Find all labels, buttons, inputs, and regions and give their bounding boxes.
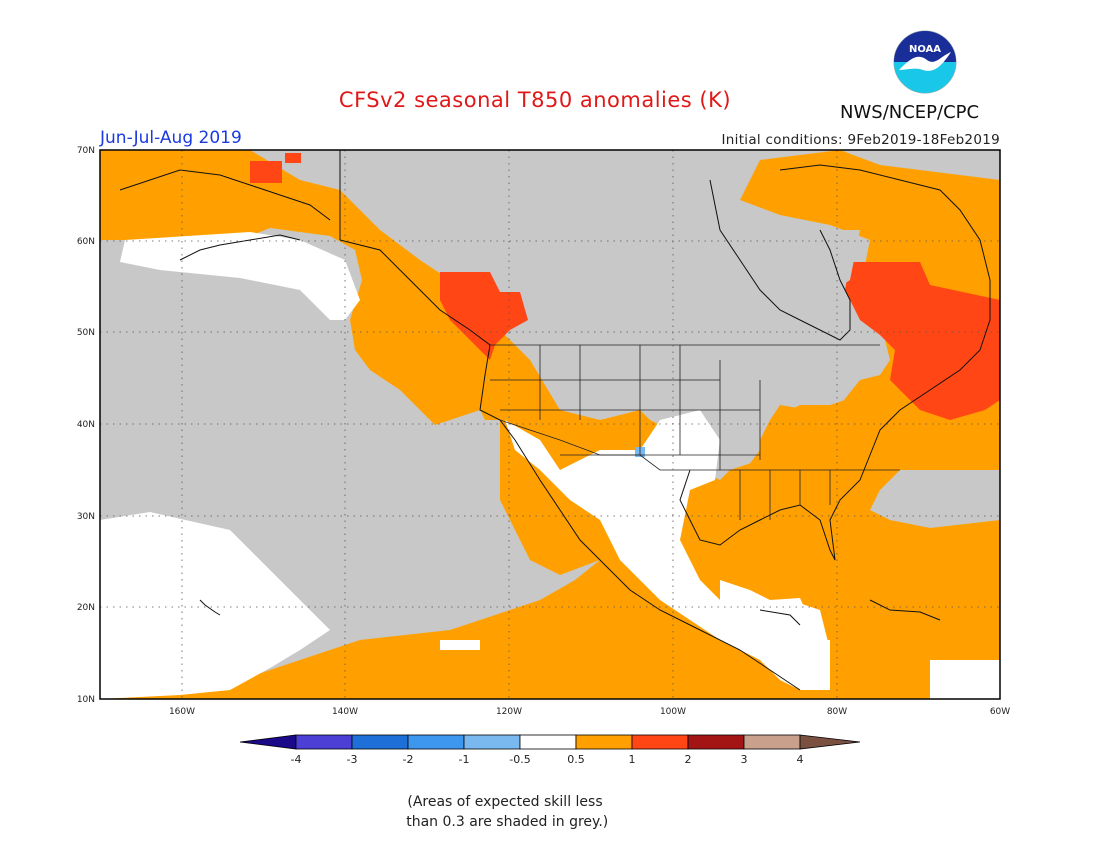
white-east-pacific-patch xyxy=(930,660,1000,699)
legend-cell-minus2-minus1 xyxy=(407,734,465,750)
legend-cell-lt-minus4 xyxy=(239,734,297,750)
legend-label-2: 2 xyxy=(685,753,692,766)
legend-labels: -4 -3 -2 -1 -0.5 0.5 1 2 3 4 xyxy=(291,753,804,766)
lat-tick-30: 30N xyxy=(77,512,95,522)
legend-cell-2-3 xyxy=(687,734,745,750)
coastlines xyxy=(119,150,991,691)
legend-label-4: 4 xyxy=(797,753,804,766)
lat-tick-labels: 70N 60N 50N 40N 30N 20N 10N xyxy=(77,146,95,705)
white-gulf-alaska xyxy=(120,232,360,320)
skill-note-line2: than 0.3 are shaded in grey.) xyxy=(401,814,609,830)
legend-cell-minus3-minus2 xyxy=(351,734,409,750)
map-frame xyxy=(99,149,1001,700)
season-label: Jun-Jul-Aug 2019 xyxy=(100,128,242,148)
red-pacific-northwest xyxy=(440,272,528,360)
lon-tick-labels: 160W 140W 120W 100W 80W 60W xyxy=(169,707,1010,717)
legend-cell-gt-4 xyxy=(799,734,861,750)
legend-cell-minus4-minus3 xyxy=(295,734,353,750)
legend-label-3: 3 xyxy=(741,753,748,766)
lon-tick-160w: 160W xyxy=(169,707,195,717)
lon-tick-120w: 120W xyxy=(496,707,522,717)
legend-label-minus2: -2 xyxy=(403,753,414,766)
legend-cell-3-4 xyxy=(743,734,801,750)
legend-label-minus1: -1 xyxy=(459,753,470,766)
lon-tick-140w: 140W xyxy=(332,707,358,717)
legend-cell-1-2 xyxy=(631,734,689,750)
noaa-logo: NOAA xyxy=(893,30,957,94)
lat-tick-40: 40N xyxy=(77,420,95,430)
grey-north-america xyxy=(250,150,1000,480)
grey-atlantic xyxy=(870,470,1000,528)
orange-eastern-us xyxy=(725,390,900,520)
legend-label-minus3: -3 xyxy=(347,753,358,766)
white-caribbean xyxy=(720,580,810,660)
color-legend xyxy=(239,734,861,750)
political-borders xyxy=(490,344,900,520)
legend-cell-minus1-minus05 xyxy=(463,734,521,750)
lat-tick-70: 70N xyxy=(77,146,95,156)
lat-tick-60: 60N xyxy=(77,237,95,247)
skill-note-line1: (Areas of expected skill less xyxy=(407,794,603,810)
legend-cell-neutral xyxy=(519,734,577,750)
red-arctic-spot xyxy=(250,161,282,183)
legend-label-minus05: -0.5 xyxy=(509,753,530,766)
legend-label-05: 0.5 xyxy=(567,753,585,766)
graticule xyxy=(100,150,1000,699)
legend-label-1: 1 xyxy=(629,753,636,766)
white-central-pacific xyxy=(100,512,330,699)
skill-note: (Areas of expected skill less than 0.3 a… xyxy=(0,792,1100,832)
lon-tick-60w: 60W xyxy=(990,707,1010,717)
lat-tick-20: 20N xyxy=(77,603,95,613)
lon-tick-80w: 80W xyxy=(827,707,847,717)
map-title: CFSv2 seasonal T850 anomalies (K) xyxy=(338,88,732,112)
agency-label: NWS/NCEP/CPC xyxy=(840,102,980,123)
lat-tick-50: 50N xyxy=(77,328,95,338)
lon-tick-100w: 100W xyxy=(660,707,686,717)
lat-tick-10: 10N xyxy=(77,695,95,705)
logo-text: NOAA xyxy=(909,44,941,55)
red-eastern-canada xyxy=(845,262,1000,420)
initial-conditions-label: Initial conditions: 9Feb2019-18Feb2019 xyxy=(721,132,1000,148)
legend-cell-05-1 xyxy=(575,734,633,750)
legend-label-minus4: -4 xyxy=(291,753,302,766)
